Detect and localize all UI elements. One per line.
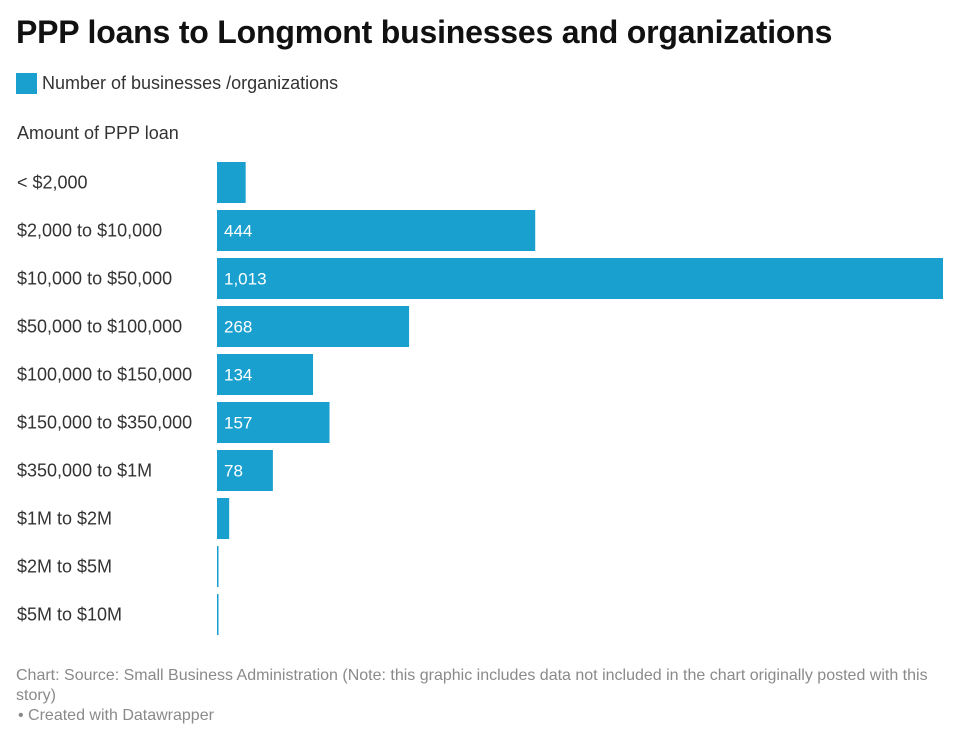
bar-value-label: 1,013 <box>224 270 267 289</box>
bar <box>217 306 410 347</box>
legend-label: Number of businesses /organizations <box>42 72 339 93</box>
category-label: $350,000 to $1M <box>17 461 152 481</box>
chart-footer: Chart: Source: Small Business Administra… <box>16 666 936 726</box>
bar <box>217 594 219 635</box>
legend-swatch <box>16 72 37 94</box>
credit-note: • Created with Datawrapper <box>18 707 214 724</box>
category-label: $5M to $10M <box>17 605 122 625</box>
bar-value-label: 444 <box>224 222 252 241</box>
bar <box>217 450 273 491</box>
bar <box>217 498 230 539</box>
category-label: $150,000 to $350,000 <box>17 413 192 433</box>
category-label: $100,000 to $150,000 <box>17 365 192 385</box>
bar <box>217 162 246 203</box>
bar <box>217 210 536 251</box>
bar-chart: < $2,000 $2,000 to $10,000 444 $10,000 to $… <box>17 162 943 635</box>
category-label: $2M to $5M <box>17 557 112 577</box>
bar-value-label: 78 <box>224 462 243 481</box>
category-label: $2,000 to $10,000 <box>17 221 162 241</box>
bar-value-label: 134 <box>224 366 252 385</box>
bar <box>217 402 330 443</box>
bar <box>217 546 219 587</box>
category-label: < $2,000 <box>17 173 88 193</box>
bar <box>217 354 314 395</box>
bar <box>217 258 943 299</box>
category-label: $50,000 to $100,000 <box>17 317 182 337</box>
chart-title: PPP loans to Longmont businesses and org… <box>16 14 833 50</box>
bar-value-label: 157 <box>224 414 252 433</box>
category-label: $10,000 to $50,000 <box>17 269 172 289</box>
category-header: Amount of PPP loan <box>17 123 179 143</box>
legend: Number of businesses /organizations <box>16 72 338 94</box>
category-label: $1M to $2M <box>17 509 112 529</box>
bar-value-label: 268 <box>224 318 252 337</box>
source-note: Chart: Source: Small Business Administra… <box>16 667 928 704</box>
